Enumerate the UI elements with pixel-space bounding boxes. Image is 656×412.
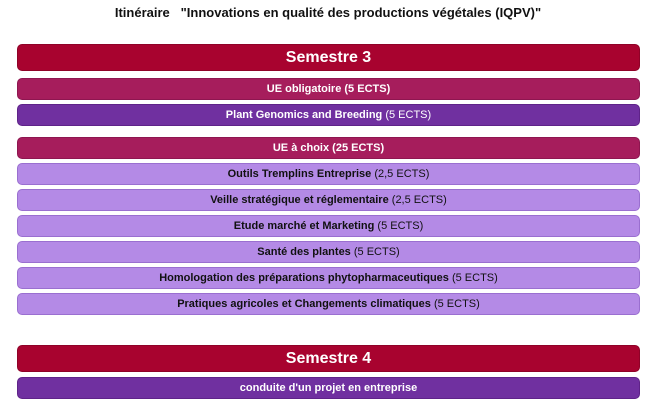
ue-a-choix-ects: (25 ECTS) <box>332 142 385 154</box>
course-ects: (5 ECTS) <box>451 272 498 284</box>
ue-obligatoire-ects: (5 ECTS) <box>344 83 391 95</box>
course-ects: (5 ECTS) <box>433 298 480 310</box>
course-label: Homologation des préparations phytopharm… <box>159 272 449 284</box>
page-title: Itinéraire "Innovations en qualité des p… <box>0 5 656 20</box>
course-outils-tremplins[interactable]: Outils Tremplins Entreprise (2,5 ECTS) <box>17 163 640 185</box>
course-label: Plant Genomics and Breeding <box>225 109 383 121</box>
course-label: Pratiques agricoles et Changements clima… <box>177 298 431 310</box>
ue-obligatoire-header: UE obligatoire (5 ECTS) <box>17 78 640 100</box>
title-prefix: Itinéraire <box>114 5 170 20</box>
ue-obligatoire-label: UE obligatoire <box>266 83 342 95</box>
course-homologation[interactable]: Homologation des préparations phytopharm… <box>17 267 640 289</box>
semester-4-header: Semestre 4 <box>17 345 640 372</box>
course-ects: (2,5 ECTS) <box>374 168 430 180</box>
course-label: Outils Tremplins Entreprise <box>227 168 372 180</box>
course-ects: (5 ECTS) <box>353 246 400 258</box>
title-name: "Innovations en qualité des productions … <box>180 5 542 20</box>
course-ects: (2,5 ECTS) <box>391 194 447 206</box>
course-label: Santé des plantes <box>257 246 351 258</box>
ue-a-choix-header: UE à choix (25 ECTS) <box>17 137 640 159</box>
course-plant-genomics[interactable]: Plant Genomics and Breeding (5 ECTS) <box>17 104 640 126</box>
course-pratiques-agricoles[interactable]: Pratiques agricoles et Changements clima… <box>17 293 640 315</box>
course-sante-plantes[interactable]: Santé des plantes (5 ECTS) <box>17 241 640 263</box>
course-veille-strategique[interactable]: Veille stratégique et réglementaire (2,5… <box>17 189 640 211</box>
ue-a-choix-label: UE à choix <box>272 142 330 154</box>
course-label: Etude marché et Marketing <box>233 220 375 232</box>
course-label: Veille stratégique et réglementaire <box>210 194 389 206</box>
course-ects: (5 ECTS) <box>385 109 432 121</box>
course-label: conduite d'un projet en entreprise <box>239 382 418 394</box>
course-ects: (5 ECTS) <box>377 220 424 232</box>
course-etude-marche[interactable]: Etude marché et Marketing (5 ECTS) <box>17 215 640 237</box>
semester-3-header: Semestre 3 <box>17 44 640 71</box>
course-conduite-projet[interactable]: conduite d'un projet en entreprise <box>17 377 640 399</box>
